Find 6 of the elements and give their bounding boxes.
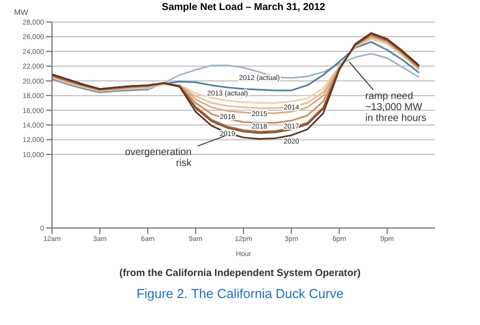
y-axis-title: MW: [14, 8, 28, 17]
chart-title: Sample Net Load – March 31, 2012: [160, 2, 326, 13]
annotation: ramp need ~13,000 MW in three hours: [365, 90, 426, 124]
text: (from the California Independent System Operator): [118, 268, 362, 279]
caption: Figure 2. The California Duck Curve: [135, 286, 345, 301]
annotation: overgeneration risk: [124, 147, 193, 170]
